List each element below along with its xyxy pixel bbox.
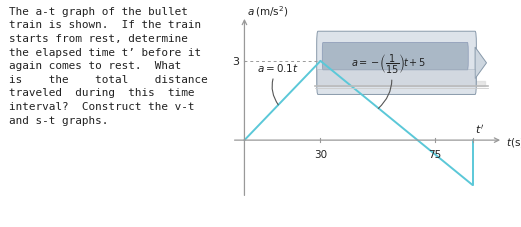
Text: $a = -\!\left(\dfrac{1}{15}\right)\!t + 5$: $a = -\!\left(\dfrac{1}{15}\right)\!t + … (351, 52, 426, 109)
Text: $t{\rm (s)}$: $t{\rm (s)}$ (505, 135, 521, 148)
FancyBboxPatch shape (317, 32, 476, 95)
Text: 3: 3 (232, 57, 239, 67)
Text: 75: 75 (428, 150, 441, 160)
Text: $t'$: $t'$ (475, 123, 484, 136)
Text: $a = 0.1t$: $a = 0.1t$ (257, 62, 299, 105)
Text: 30: 30 (314, 150, 327, 160)
FancyBboxPatch shape (322, 43, 468, 71)
Polygon shape (475, 48, 487, 79)
Text: The a-t graph of the bullet
train is shown.  If the train
starts from rest, dete: The a-t graph of the bullet train is sho… (9, 7, 208, 125)
Text: $a\,({\rm m/s^2})$: $a\,({\rm m/s^2})$ (247, 4, 288, 19)
FancyBboxPatch shape (317, 70, 476, 87)
